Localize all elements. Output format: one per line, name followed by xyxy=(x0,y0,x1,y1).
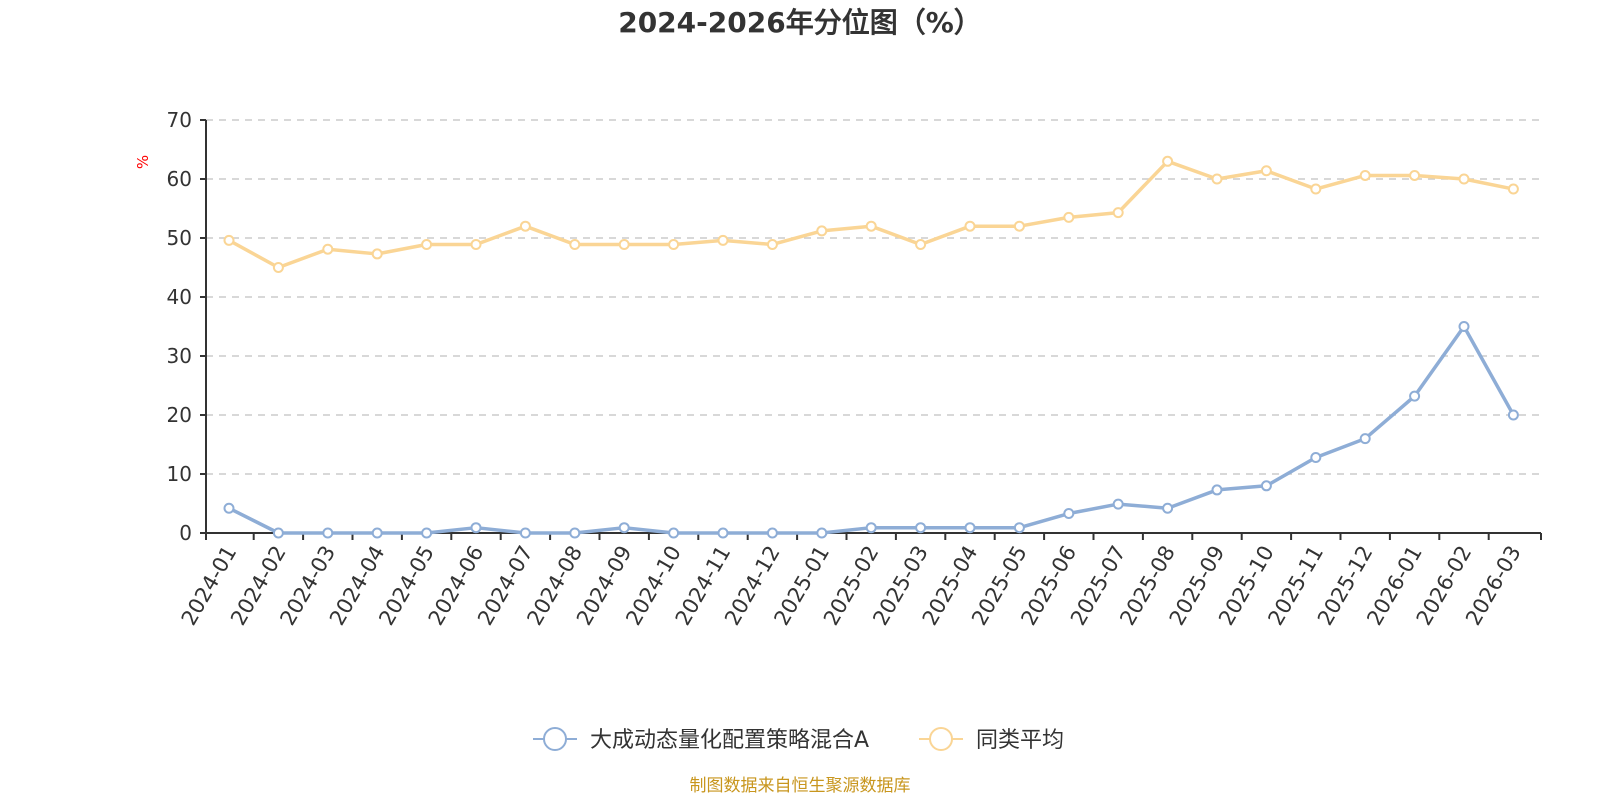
data-point[interactable] xyxy=(1063,508,1075,520)
data-point[interactable] xyxy=(569,238,581,250)
data-point[interactable] xyxy=(1260,480,1272,492)
data-point[interactable] xyxy=(569,527,581,539)
y-tick-label: 70 xyxy=(167,108,192,132)
axes: 0102030405060702024-012024-022024-032024… xyxy=(167,108,1542,629)
data-point[interactable] xyxy=(223,502,235,514)
data-point[interactable] xyxy=(1507,409,1519,421)
data-point[interactable] xyxy=(865,220,877,232)
y-tick-label: 50 xyxy=(167,226,192,250)
legend-label: 大成动态量化配置策略混合A xyxy=(590,728,869,753)
data-point[interactable] xyxy=(915,522,927,534)
grid-lines xyxy=(206,119,1541,475)
series-lines xyxy=(223,155,1519,539)
data-point[interactable] xyxy=(964,522,976,534)
data-point[interactable] xyxy=(1211,173,1223,185)
data-point[interactable] xyxy=(1359,169,1371,181)
y-tick-label: 10 xyxy=(167,462,192,486)
legend-marker xyxy=(929,727,953,751)
data-point[interactable] xyxy=(1310,183,1322,195)
data-point[interactable] xyxy=(766,238,778,250)
data-point[interactable] xyxy=(618,238,630,250)
data-point[interactable] xyxy=(1162,502,1174,514)
data-point[interactable] xyxy=(1458,173,1470,185)
data-point[interactable] xyxy=(1013,522,1025,534)
data-point[interactable] xyxy=(1507,183,1519,195)
data-point[interactable] xyxy=(519,220,531,232)
data-point[interactable] xyxy=(717,527,729,539)
data-point[interactable] xyxy=(1013,220,1025,232)
data-point[interactable] xyxy=(816,225,828,237)
series-line-1 xyxy=(227,159,1516,270)
data-point[interactable] xyxy=(1112,207,1124,219)
data-point[interactable] xyxy=(964,220,976,232)
y-tick-label: 20 xyxy=(167,403,192,427)
series-line-0 xyxy=(227,324,1516,535)
y-tick-label: 40 xyxy=(167,285,192,309)
data-point[interactable] xyxy=(1211,484,1223,496)
data-point[interactable] xyxy=(470,238,482,250)
data-point[interactable] xyxy=(915,238,927,250)
data-point[interactable] xyxy=(272,527,284,539)
legend-label: 同类平均 xyxy=(976,728,1064,753)
data-point[interactable] xyxy=(1260,165,1272,177)
data-point[interactable] xyxy=(272,262,284,273)
data-point[interactable] xyxy=(371,527,383,539)
data-point[interactable] xyxy=(816,527,828,539)
data-point[interactable] xyxy=(421,238,433,250)
legend-marker xyxy=(543,727,567,751)
y-axis-unit: % xyxy=(134,155,152,169)
y-tick-label: 60 xyxy=(167,167,192,191)
data-point[interactable] xyxy=(421,527,433,539)
data-point[interactable] xyxy=(322,243,334,255)
data-point[interactable] xyxy=(371,248,383,260)
legend-item-1[interactable]: 同类平均 xyxy=(919,727,1064,753)
legend[interactable]: 大成动态量化配置策略混合A 同类平均 xyxy=(533,727,1064,753)
data-point[interactable] xyxy=(1112,498,1124,510)
data-point[interactable] xyxy=(470,522,482,534)
data-point[interactable] xyxy=(668,527,680,539)
data-point[interactable] xyxy=(223,234,235,246)
data-point[interactable] xyxy=(1458,321,1470,332)
data-point[interactable] xyxy=(1162,155,1174,167)
data-point[interactable] xyxy=(1409,390,1421,402)
data-point[interactable] xyxy=(717,234,729,246)
data-point[interactable] xyxy=(766,527,778,539)
source-note: 制图数据来自恒生聚源数据库 xyxy=(690,776,911,796)
legend-item-0[interactable]: 大成动态量化配置策略混合A xyxy=(533,727,869,753)
data-point[interactable] xyxy=(618,522,630,534)
chart-title: 2024-2026年分位图（%） xyxy=(618,6,982,39)
y-tick-label: 30 xyxy=(167,344,192,368)
data-point[interactable] xyxy=(1310,451,1322,463)
data-point[interactable] xyxy=(322,527,334,539)
data-point[interactable] xyxy=(519,527,531,539)
data-point[interactable] xyxy=(865,522,877,534)
y-tick-label: 0 xyxy=(179,521,192,545)
data-point[interactable] xyxy=(1063,211,1075,223)
data-point[interactable] xyxy=(1359,433,1371,445)
data-point[interactable] xyxy=(668,238,680,250)
data-point[interactable] xyxy=(1409,169,1421,181)
